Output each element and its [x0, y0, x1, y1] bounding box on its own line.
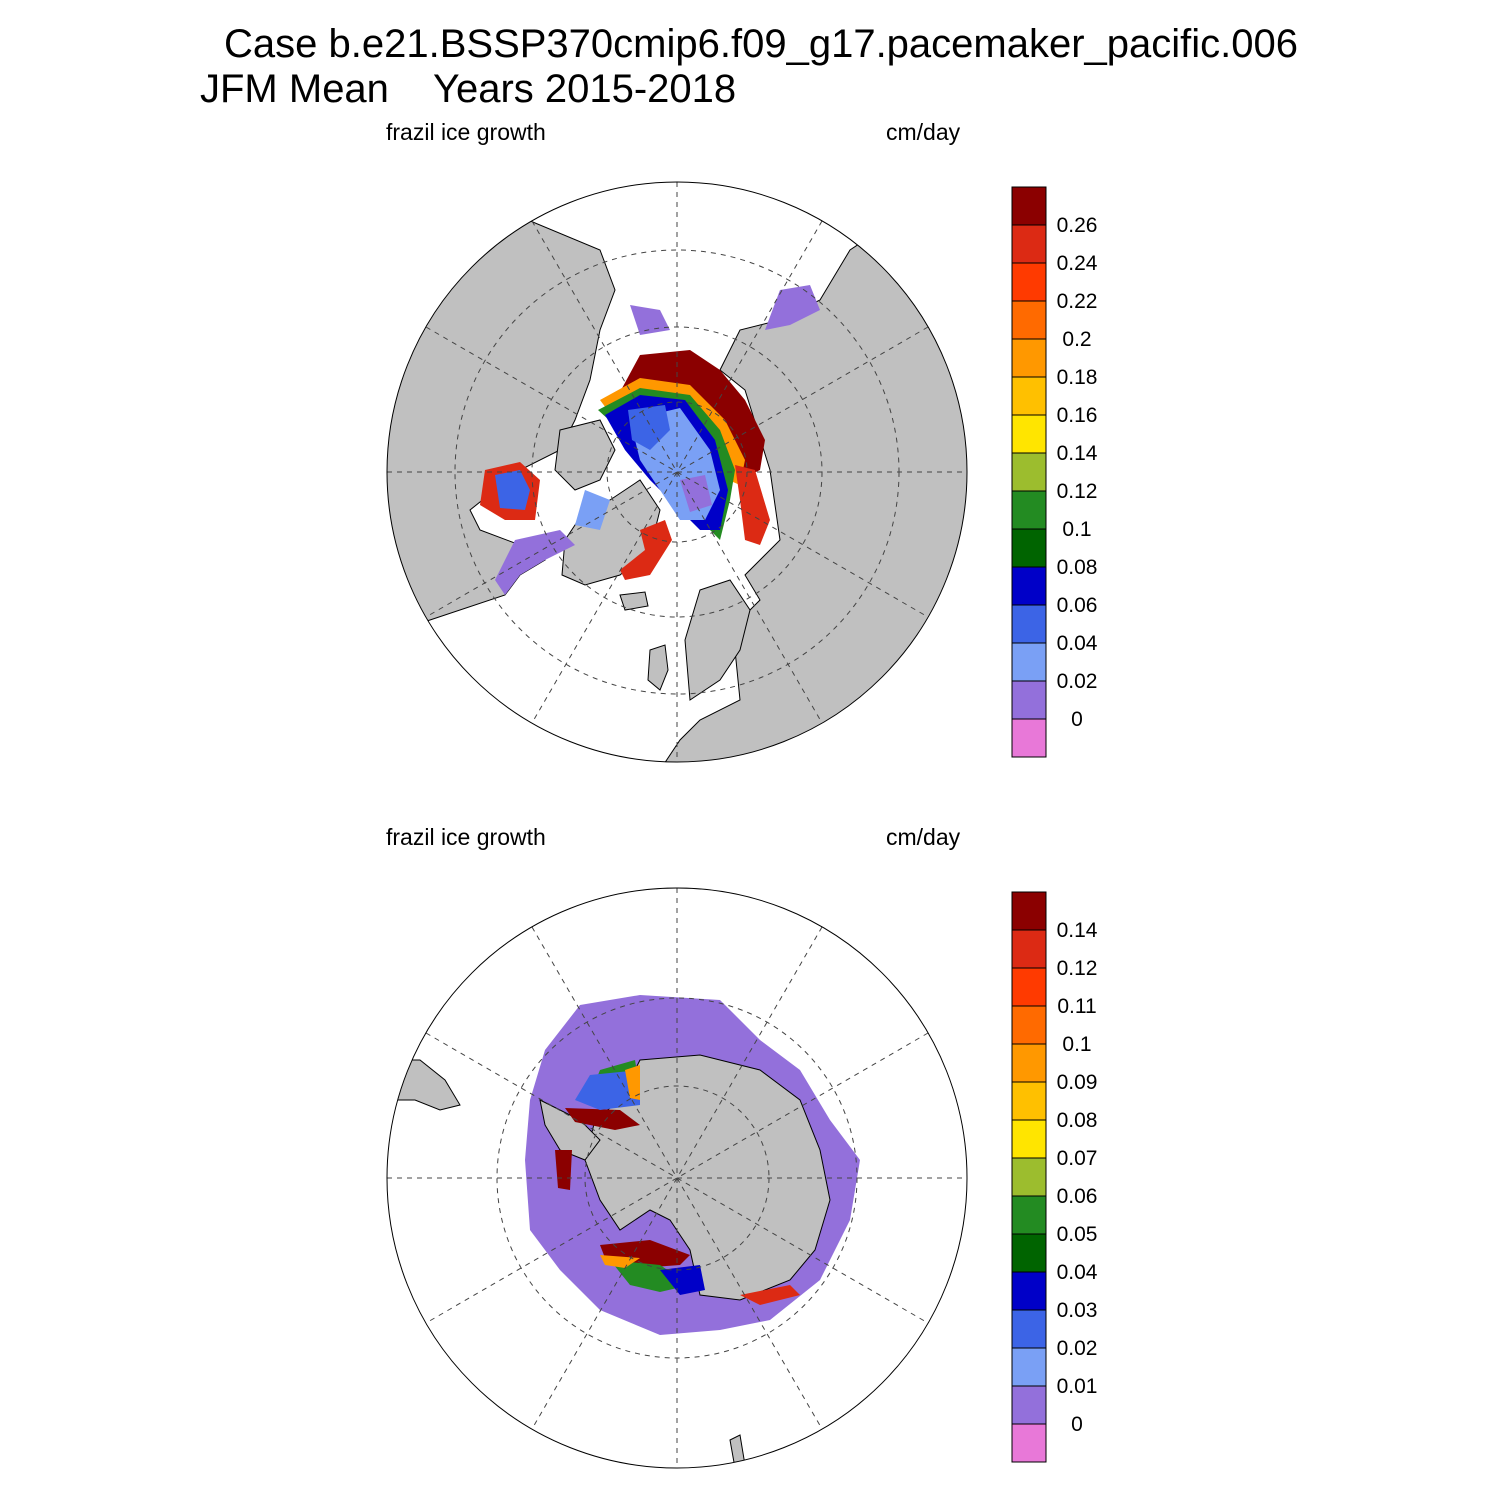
- north-field-greenland-east: [620, 520, 672, 580]
- north-colorbar-swatch: [1011, 680, 1047, 720]
- north-colorbar-tick-label: 0: [1071, 708, 1083, 731]
- south-colorbar-tick-label: 0.14: [1057, 919, 1098, 942]
- south-field-weddell-red: [565, 1108, 640, 1130]
- years-label: Years 2015-2018: [432, 67, 737, 111]
- south-colorbar-tick-label: 0.06: [1057, 1185, 1098, 1208]
- south-colorbar-tick-label: 0: [1071, 1413, 1083, 1436]
- north-field-hudson: [495, 470, 530, 510]
- north-colorbar-swatch: [1011, 186, 1047, 226]
- north-colorbar-swatch: [1011, 262, 1047, 302]
- north-colorbar-swatch: [1011, 452, 1047, 492]
- north-colorbar-swatch: [1011, 376, 1047, 416]
- north-colorbar-swatch: [1011, 414, 1047, 454]
- south-colorbar-tick-label: 0.1: [1062, 1033, 1091, 1056]
- south-colorbar-swatch: [1011, 1043, 1047, 1083]
- south-colorbar-swatch: [1011, 1005, 1047, 1045]
- north-polar-map: [386, 181, 968, 763]
- north-colorbar-tick-label: 0.16: [1057, 404, 1098, 427]
- south-colorbar-swatch: [1011, 1081, 1047, 1121]
- south-colorbar-swatch: [1011, 1233, 1047, 1273]
- south-field-east-coast: [740, 1285, 800, 1305]
- south-colorbar-tick-label: 0.12: [1057, 957, 1098, 980]
- north-colorbar: 0.26 0.24 0.22 0.2 0.18 0.16 0.14 0.12 0.1 0.08 0.…: [1011, 186, 1098, 758]
- south-map-border: [386, 887, 968, 1469]
- north-colorbar-tick-label: 0.14: [1057, 442, 1098, 465]
- north-colorbar-swatch: [1011, 642, 1047, 682]
- north-colorbar-tick-label: 0.12: [1057, 480, 1098, 503]
- south-colorbar-tick-label: 0.07: [1057, 1147, 1098, 1170]
- north-colorbar-swatch: [1011, 566, 1047, 606]
- south-field-ross-orange: [600, 1255, 640, 1268]
- north-field-baffin: [575, 490, 610, 530]
- north-panel-variable: frazil ice growth: [386, 119, 546, 145]
- south-panel-variable: frazil ice growth: [386, 824, 546, 850]
- north-colorbar-tick-label: 0.06: [1057, 594, 1098, 617]
- north-colorbar-swatch: [1011, 224, 1047, 264]
- north-colorbar-swatch: [1011, 718, 1047, 758]
- south-field-weddell-orange: [625, 1065, 640, 1100]
- south-colorbar-tick-label: 0.01: [1057, 1375, 1098, 1398]
- south-colorbar-swatch: [1011, 967, 1047, 1007]
- north-colorbar-swatch: [1011, 604, 1047, 644]
- north-land-europe: [684, 579, 751, 701]
- north-field-labrador: [495, 530, 575, 595]
- south-colorbar-tick-label: 0.11: [1057, 995, 1096, 1018]
- south-field-amundsen: [555, 1150, 572, 1190]
- south-colorbar-swatch: [1011, 1423, 1047, 1463]
- north-panel-units: cm/day: [886, 119, 961, 145]
- north-colorbar-tick-label: 0.2: [1062, 328, 1091, 351]
- north-map-border: [386, 181, 968, 763]
- north-field-bering: [765, 285, 820, 330]
- south-colorbar: 0.14 0.12 0.11 0.1 0.09 0.08 0.07 0.06 0.05 0.04 0…: [1011, 891, 1098, 1463]
- north-field-arctic-inner: [628, 405, 670, 450]
- south-colorbar-swatch: [1011, 1195, 1047, 1235]
- north-colorbar-swatch: [1011, 528, 1047, 568]
- south-colorbar-tick-label: 0.04: [1057, 1261, 1098, 1284]
- north-field-okhotsk: [630, 305, 670, 335]
- south-colorbar-tick-label: 0.02: [1057, 1337, 1098, 1360]
- north-colorbar-swatch: [1011, 490, 1047, 530]
- south-colorbar-swatch: [1011, 1157, 1047, 1197]
- south-colorbar-tick-label: 0.05: [1057, 1223, 1098, 1246]
- south-field-weddell-blue: [575, 1070, 640, 1110]
- south-colorbar-tick-label: 0.08: [1057, 1109, 1098, 1132]
- north-colorbar-tick-label: 0.1: [1062, 518, 1091, 541]
- north-colorbar-tick-label: 0.26: [1057, 214, 1098, 237]
- north-colorbar-tick-label: 0.02: [1057, 670, 1098, 693]
- south-field-ross-green: [610, 1260, 690, 1292]
- south-panel-units: cm/day: [886, 824, 961, 850]
- south-colorbar-swatch: [1011, 1119, 1047, 1159]
- south-colorbar-swatch: [1011, 1385, 1047, 1425]
- season-label: JFM Mean: [200, 67, 389, 111]
- south-colorbar-swatch: [1011, 1271, 1047, 1311]
- south-polar-map: [386, 887, 968, 1469]
- south-colorbar-tick-label: 0.09: [1057, 1071, 1098, 1094]
- north-colorbar-swatch: [1011, 338, 1047, 378]
- north-land-britain: [647, 644, 669, 691]
- north-colorbar-tick-label: 0.22: [1057, 290, 1098, 313]
- south-colorbar-swatch: [1011, 1309, 1047, 1349]
- south-field-ross-blue: [660, 1265, 705, 1295]
- south-graticule: [387, 888, 967, 1468]
- north-field-arctic-minimal: [680, 475, 712, 512]
- season-years-title: JFM Mean Years 2015-2018: [200, 69, 736, 109]
- south-colorbar-tick-label: 0.03: [1057, 1299, 1098, 1322]
- north-colorbar-swatch: [1011, 300, 1047, 340]
- case-title: Case b.e21.BSSP370cmip6.f09_g17.pacemake…: [224, 22, 1299, 66]
- south-colorbar-swatch: [1011, 891, 1047, 931]
- north-colorbar-tick-label: 0.08: [1057, 556, 1098, 579]
- north-colorbar-tick-label: 0.18: [1057, 366, 1098, 389]
- north-field-barents-edge: [735, 465, 770, 545]
- north-colorbar-tick-label: 0.04: [1057, 632, 1098, 655]
- north-graticule: [387, 182, 967, 762]
- south-colorbar-swatch: [1011, 929, 1047, 969]
- south-colorbar-swatch: [1011, 1347, 1047, 1387]
- north-land-iceland: [619, 591, 649, 611]
- north-colorbar-tick-label: 0.24: [1057, 252, 1098, 275]
